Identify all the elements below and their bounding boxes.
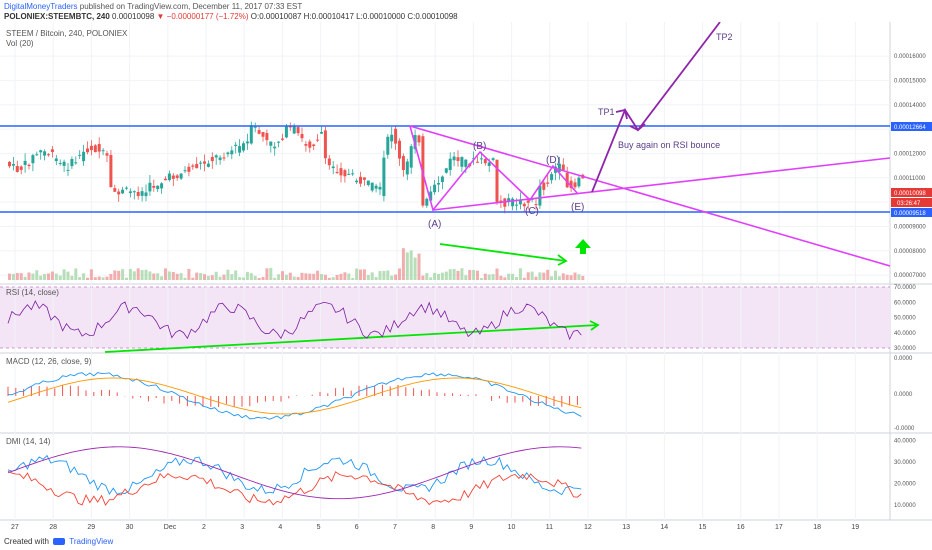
tradingview-logo-icon xyxy=(53,538,66,546)
countdown-tag xyxy=(891,198,932,207)
x-tick-label: 7 xyxy=(393,524,397,531)
last-price-label: 0.00010098 xyxy=(894,191,926,197)
up-arrow-icon xyxy=(575,239,591,254)
rsi-tick-label: 70.0000 xyxy=(894,285,916,291)
chart-header: DigitalMoneyTraders published on Trading… xyxy=(0,0,932,22)
rsi-tick-label: 40.0000 xyxy=(894,331,916,337)
x-tick-label: 3 xyxy=(240,524,244,531)
countdown-label: 03:26:47 xyxy=(897,201,921,207)
price-tick-label: 0.00015000 xyxy=(894,78,926,84)
x-tick-label: 6 xyxy=(355,524,359,531)
projection-path[interactable] xyxy=(591,22,721,193)
rsi-tick-label: 30.0000 xyxy=(894,346,916,352)
symbol-info: POLONIEX:STEEMBTC, 240 0.00010098 ▼ −0.0… xyxy=(4,12,458,21)
dmi-pane-title: DMI (14, 14) xyxy=(6,437,51,446)
price-tick-label: 0.00009000 xyxy=(894,224,926,230)
dmi-tick-label: 30.0000 xyxy=(894,460,916,466)
publish-info: DigitalMoneyTraders published on Trading… xyxy=(4,2,302,11)
rsi-trend-arrow[interactable] xyxy=(104,320,600,353)
x-tick-label: 11 xyxy=(546,524,553,531)
x-tick-label: 14 xyxy=(660,524,668,531)
macd-lines xyxy=(7,372,582,420)
wave-d-label: (D) xyxy=(546,155,560,166)
x-tick-label: Dec xyxy=(164,524,177,531)
tp2-label: TP2 xyxy=(716,32,733,42)
x-tick-label: 8 xyxy=(431,524,435,531)
x-tick-label: 12 xyxy=(584,524,592,531)
rsi-tick-label: 50.0000 xyxy=(894,316,916,322)
macd-tick-label: -0.0000 xyxy=(894,426,915,432)
wave-a-label: (A) xyxy=(428,219,441,230)
x-tick-label: 5 xyxy=(317,524,321,531)
footer: Created with TradingView xyxy=(0,534,932,550)
created-with-text: Created with xyxy=(4,537,49,546)
rsi-band xyxy=(0,287,890,348)
x-tick-label: 13 xyxy=(622,524,630,531)
last-price-tag xyxy=(891,188,932,197)
price-tick-label: 0.00007000 xyxy=(894,273,926,279)
rsi-line xyxy=(7,300,582,341)
x-tick-label: 28 xyxy=(49,524,57,531)
published-text: published on TradingView.com, December 1… xyxy=(79,2,303,11)
macd-pane-title: MACD (12, 26, close, 9) xyxy=(6,357,92,366)
rsi-pane-title: RSI (14, close) xyxy=(6,288,59,297)
dmi-tick-label: 10.0000 xyxy=(894,503,916,509)
chart-area[interactable]: STEEM / Bitcoin, 240, POLONIEX Vol (20) … xyxy=(0,22,932,534)
triangle-pattern[interactable] xyxy=(409,125,891,267)
macd-tick-label: 0.0000 xyxy=(894,392,913,398)
tp1-label: TP1 xyxy=(598,107,615,117)
x-tick-label: 4 xyxy=(278,524,282,531)
price-tick-label: 0.00008000 xyxy=(894,249,926,255)
dmi-tick-label: 20.0000 xyxy=(894,482,916,488)
wave-b-label: (B) xyxy=(473,141,486,152)
tradingview-brand[interactable]: TradingView xyxy=(69,537,114,546)
x-tick-label: 29 xyxy=(87,524,95,531)
price-change: ▼ −0.00000177 (−1.72%) xyxy=(156,12,249,21)
x-tick-label: 27 xyxy=(11,524,19,531)
candles xyxy=(8,121,585,214)
price-tick-label: 0.00012000 xyxy=(894,151,926,157)
price-tick-label: 0.00014000 xyxy=(894,103,926,109)
lower-level-label: 0.00009518 xyxy=(894,211,926,217)
price-tick-label: 0.00016000 xyxy=(894,54,926,60)
x-tick-label: 15 xyxy=(699,524,707,531)
x-tick-label: 18 xyxy=(813,524,821,531)
rsi-tick-label: 60.0000 xyxy=(894,300,916,306)
last-price: 0.00010098 xyxy=(112,12,155,21)
lower-level-tag xyxy=(891,208,932,217)
ohlc-values: O:0.00010087 H:0.00010417 L:0.00010000 C… xyxy=(250,12,458,21)
x-tick-label: 10 xyxy=(508,524,516,531)
wave-c-label: (C) xyxy=(525,206,539,217)
symbol: POLONIEX:STEEMBTC, 240 xyxy=(4,12,110,21)
dmi-tick-label: 40.0000 xyxy=(894,438,916,444)
upper-level-label: 0.00012664 xyxy=(894,125,926,131)
x-tick-label: 17 xyxy=(775,524,783,531)
volume-bars xyxy=(8,248,585,280)
x-tick-label: 2 xyxy=(202,524,206,531)
wave-e-label: (E) xyxy=(571,202,584,213)
x-tick-label: 9 xyxy=(469,524,473,531)
author-link[interactable]: DigitalMoneyTraders xyxy=(4,2,78,11)
x-tick-label: 30 xyxy=(126,524,134,531)
macd-tick-label: 0.0000 xyxy=(894,356,913,362)
price-pane-title: STEEM / Bitcoin, 240, POLONIEX xyxy=(6,29,128,38)
volume-trend-arrow[interactable] xyxy=(439,243,568,266)
note-label: Buy again on RSI bounce xyxy=(618,140,720,150)
x-tick-label: 19 xyxy=(851,524,859,531)
upper-level-tag xyxy=(891,122,932,131)
price-tick-label: 0.00011000 xyxy=(894,176,926,182)
x-tick-label: 16 xyxy=(737,524,745,531)
volume-pane-title: Vol (20) xyxy=(6,39,34,48)
dmi-lines xyxy=(7,446,582,506)
